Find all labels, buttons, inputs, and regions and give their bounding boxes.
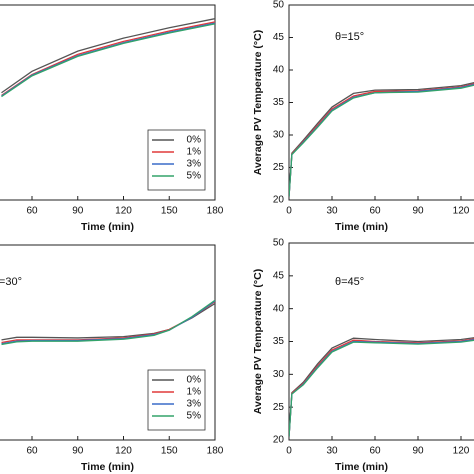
series-line <box>289 339 474 437</box>
legend-label: 0% <box>187 135 202 146</box>
series-line <box>1 21 215 96</box>
legend-label: 1% <box>187 387 202 398</box>
x-tick-label: 90 <box>72 206 84 217</box>
y-tick-label: 45 <box>273 270 285 281</box>
x-tick-label: 30 <box>326 446 338 457</box>
x-tick-label: 0 <box>286 206 292 217</box>
x-axis-label: Time (min) <box>335 221 388 233</box>
y-tick-label: 35 <box>273 336 285 347</box>
series-line <box>289 337 474 437</box>
series-line <box>289 338 474 437</box>
x-tick-label: 90 <box>72 446 84 457</box>
x-tick-label: 120 <box>453 446 470 457</box>
y-tick-label: 35 <box>273 97 285 108</box>
y-tick-label: 20 <box>273 435 285 446</box>
y-tick-label: 25 <box>273 162 285 173</box>
x-tick-label: 60 <box>26 446 38 457</box>
x-tick-label: 120 <box>115 446 132 457</box>
x-tick-label: 180 <box>207 446 224 457</box>
x-tick-label: 60 <box>369 206 381 217</box>
series-line <box>1 22 215 97</box>
y-tick-label: 40 <box>273 303 285 314</box>
series-line <box>1 23 215 98</box>
y-tick-label: 30 <box>273 130 285 141</box>
legend-label: 5% <box>187 171 202 182</box>
series-line <box>289 83 474 197</box>
annotation: θ=15° <box>335 31 364 43</box>
x-tick-label: 180 <box>207 206 224 217</box>
y-tick-label: 50 <box>273 238 285 249</box>
x-tick-label: 60 <box>26 206 38 217</box>
y-tick-label: 25 <box>273 402 285 413</box>
series-line <box>1 299 215 346</box>
legend-label: 0% <box>187 375 202 386</box>
legend-box <box>147 129 206 191</box>
y-tick-label: 30 <box>273 369 285 380</box>
series-line <box>1 18 215 94</box>
y-axis-label: Average PV Temperature (°C) <box>252 269 264 414</box>
x-tick-label: 120 <box>115 206 132 217</box>
x-tick-label: 30 <box>326 206 338 217</box>
series-line <box>289 81 474 197</box>
legend-label: 3% <box>187 159 202 170</box>
y-tick-label: 40 <box>273 65 285 76</box>
y-tick-label: 50 <box>273 0 285 11</box>
legend-label: 3% <box>187 399 202 410</box>
y-tick-label: 45 <box>273 32 285 43</box>
x-tick-label: 0 <box>286 446 292 457</box>
annotation: θ=45° <box>335 276 364 288</box>
x-tick-label: 90 <box>412 206 424 217</box>
x-axis-label: Time (min) <box>335 461 388 473</box>
x-tick-label: 120 <box>453 206 470 217</box>
x-axis-label: Time (min) <box>81 461 134 473</box>
x-tick-label: 150 <box>161 446 178 457</box>
legend-label: 1% <box>187 147 202 158</box>
y-axis-label: Average PV Temperature (°C) <box>252 30 264 175</box>
annotation: θ=30° <box>0 276 22 288</box>
series-line <box>289 83 474 197</box>
plot-frame <box>288 4 474 201</box>
series-line <box>289 339 474 437</box>
x-tick-label: 60 <box>369 446 381 457</box>
x-tick-label: 150 <box>161 206 178 217</box>
series-line <box>289 84 474 197</box>
x-tick-label: 90 <box>412 446 424 457</box>
legend-label: 5% <box>187 411 202 422</box>
x-axis-label: Time (min) <box>81 221 134 233</box>
y-tick-label: 20 <box>273 195 285 206</box>
